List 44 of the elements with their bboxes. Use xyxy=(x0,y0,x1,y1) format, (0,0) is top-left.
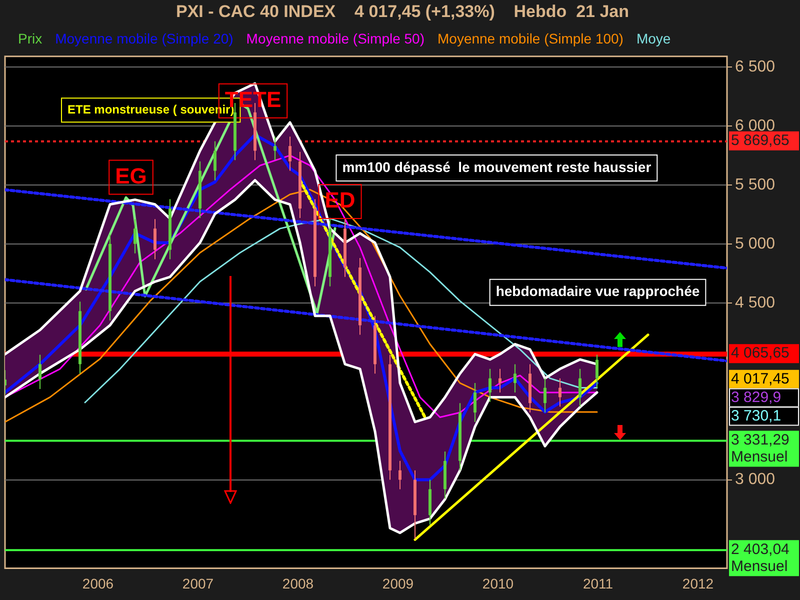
candlestick xyxy=(596,354,598,388)
text: Moyenne mobile (Simple 20) xyxy=(55,30,234,46)
ref-line-label: 5 869,65 xyxy=(731,132,790,149)
candlestick xyxy=(274,136,276,161)
annotation: mm100 dépassé le mouvement reste haussier xyxy=(342,158,652,175)
x-tick-label: 2010 xyxy=(482,575,514,592)
text: Moyenne mobile (Simple 50) xyxy=(246,30,425,46)
y-tick-label: 4 500 xyxy=(735,294,776,312)
y-tick-label: 3 000 xyxy=(735,471,776,488)
x-tick-label: 2009 xyxy=(382,575,414,592)
x-tick-label: 2011 xyxy=(582,575,614,592)
candlestick xyxy=(154,218,156,260)
candlestick xyxy=(498,368,502,393)
text: Moye xyxy=(636,30,671,46)
y-tick-label: 5 500 xyxy=(735,176,776,194)
y-tick-label: 6 500 xyxy=(735,58,776,76)
ref-line-label: 4 065,65 xyxy=(731,344,790,362)
x-tick-label: 2006 xyxy=(82,575,114,592)
text: 3 730,1 xyxy=(731,407,782,424)
x-tick-label: 2012 xyxy=(682,575,714,592)
candlestick xyxy=(578,368,582,408)
candlestick xyxy=(488,368,492,402)
chart-title: PXI - CAC 40 INDEX 4 017,45 (+1,33%) Hebdo 21 Jan xyxy=(176,2,630,21)
candlestick xyxy=(558,378,562,408)
candlestick xyxy=(544,378,546,414)
candlestick xyxy=(134,218,136,254)
text: 4 017,45 xyxy=(731,370,790,388)
y-tick-label: 6 000 xyxy=(735,117,776,134)
y-tick-label: 5 000 xyxy=(735,235,776,252)
x-tick-label: 2007 xyxy=(182,575,214,592)
text: Moyenne mobile (Simple 100) xyxy=(437,30,624,46)
candlestick xyxy=(214,140,216,181)
candlestick xyxy=(288,136,292,172)
ref-line-label: 3 331,29 Mensuel xyxy=(731,431,790,466)
x-tick-label: 2008 xyxy=(282,575,314,592)
text: 3 829,9 xyxy=(731,388,782,406)
annotation: EG xyxy=(115,163,147,188)
annotation: hebdomadaire vue rapprochée xyxy=(496,283,700,300)
candlestick xyxy=(474,382,476,422)
text: Prix xyxy=(18,30,42,46)
ref-line-label: 2 403,04 Mensuel xyxy=(731,540,790,575)
candlestick xyxy=(38,354,42,390)
candlestick xyxy=(514,364,516,393)
candlestick xyxy=(398,460,402,490)
